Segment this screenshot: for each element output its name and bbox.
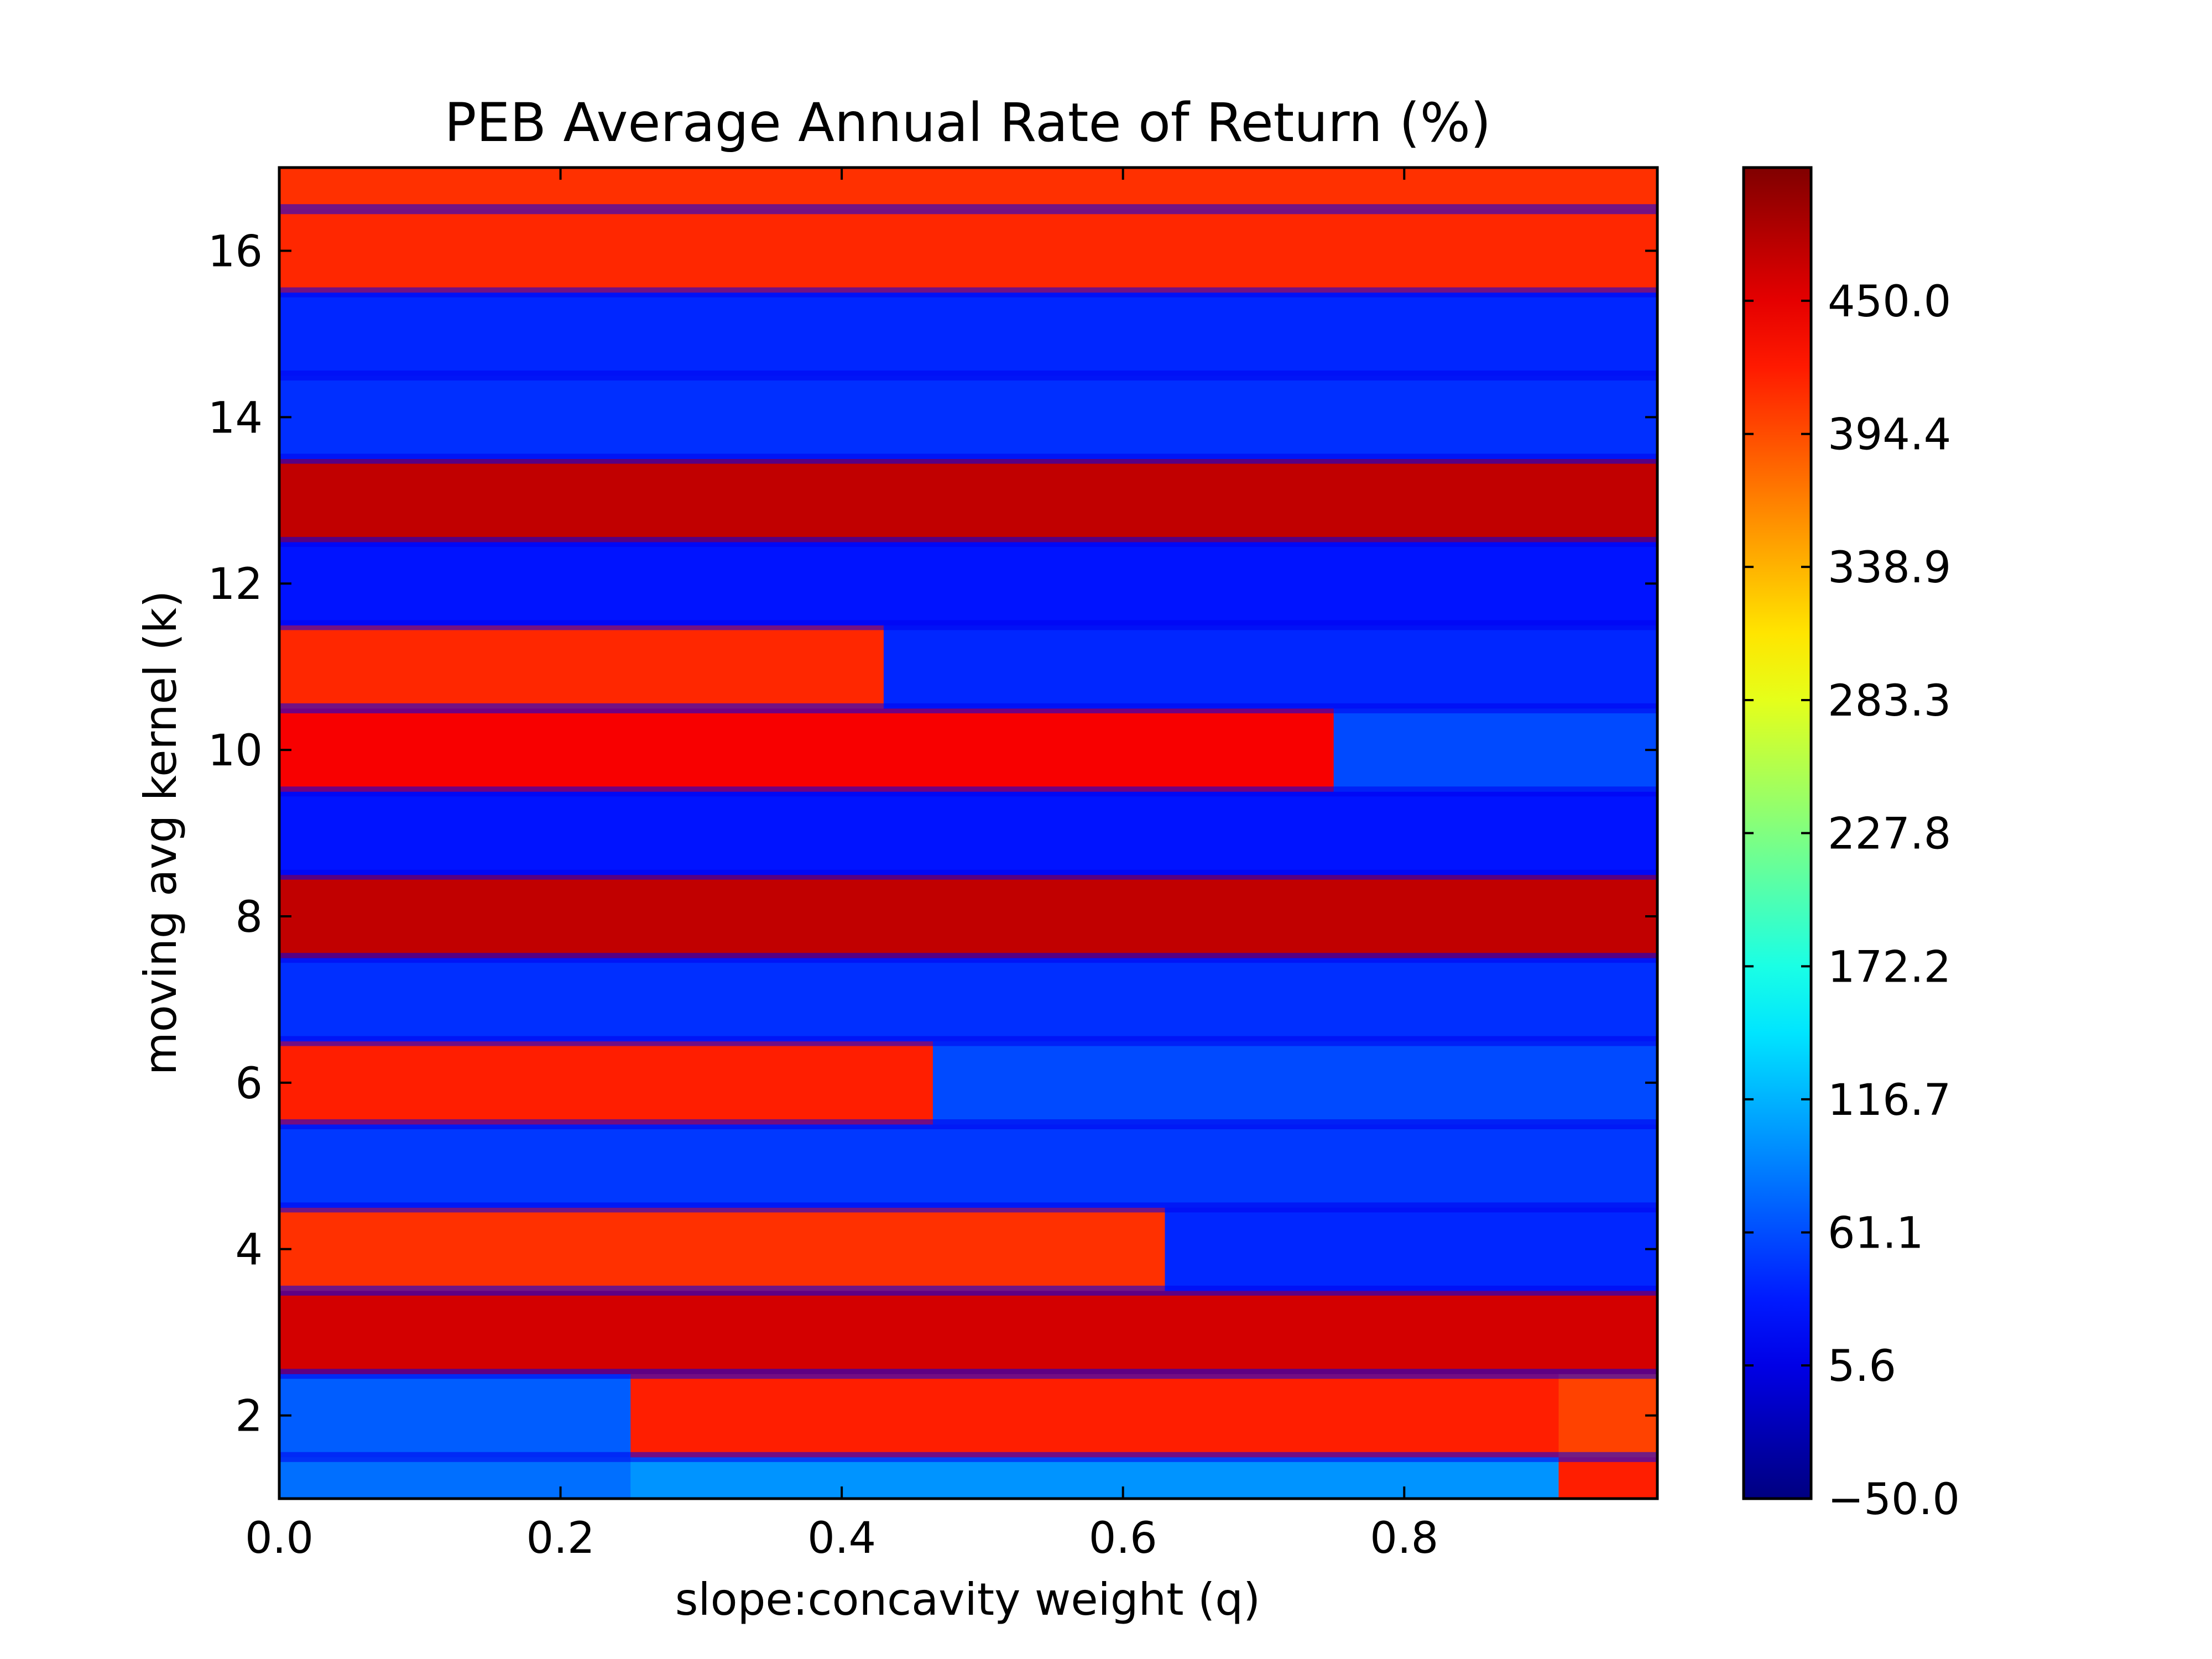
- heatmap-cell: [279, 1373, 632, 1458]
- row-separator: [279, 1036, 1657, 1046]
- colorbar-tick-label: 116.7: [1828, 1076, 1951, 1125]
- colorbar-tick-label: 283.3: [1828, 676, 1951, 726]
- heatmap-cell: [279, 458, 1657, 542]
- y-tick-label: 12: [208, 560, 263, 609]
- colorbar-tick-label: 450.0: [1828, 277, 1951, 327]
- colorbar-axis: −50.0 5.6 61.1 116.7 172.2 227.8 283.3 338.9 394…: [1744, 277, 1960, 1525]
- y-tick-label: 8: [235, 893, 263, 942]
- heatmap-cell: [279, 708, 1334, 792]
- x-axis-label: slope:concavity weight (q): [675, 1574, 1261, 1625]
- heatmap-cell: [932, 1041, 1657, 1125]
- colorbar-tick-label: 338.9: [1828, 543, 1951, 593]
- heatmap-cell: [279, 791, 1657, 875]
- colorbar: [1742, 166, 1813, 1500]
- heatmap-cell: [1165, 1207, 1657, 1291]
- heatmap-cell: [279, 1207, 1166, 1291]
- y-tick-label: 4: [235, 1225, 263, 1275]
- chart-title: PEB Average Annual Rate of Return (%): [445, 92, 1491, 154]
- heatmap-cell: [883, 624, 1657, 709]
- x-tick-label: 0.0: [245, 1514, 314, 1563]
- colorbar-tick-label: 172.2: [1828, 942, 1951, 992]
- y-axis-label: moving avg kernel (k): [135, 591, 186, 1075]
- plot-frame: [278, 166, 1659, 1500]
- colorbar-tick-label: 394.4: [1828, 410, 1951, 460]
- y-tick-label: 2: [235, 1392, 263, 1442]
- row-separator: [279, 287, 1657, 298]
- row-separator: [279, 953, 1657, 963]
- y-tick-label: 6: [235, 1059, 263, 1109]
- heatmap-cell: [1333, 708, 1657, 792]
- y-tick-label: 14: [208, 393, 263, 443]
- heatmap-cell: [279, 957, 1657, 1042]
- heatmap-cell: [279, 208, 1657, 293]
- x-tick-label: 0.4: [807, 1514, 876, 1563]
- heatmap-cell: [630, 1373, 1559, 1458]
- heatmap-cell: [279, 1124, 1657, 1208]
- row-separator: [279, 1202, 1657, 1213]
- colorbar-tick-label: 61.1: [1828, 1209, 1924, 1259]
- row-separator: [279, 1119, 1657, 1130]
- colorbar-tick-label: −50.0: [1828, 1475, 1960, 1525]
- x-tick-label: 0.6: [1089, 1514, 1157, 1563]
- row-separator: [279, 620, 1657, 630]
- heatmap-cell: [1558, 1457, 1657, 1499]
- heatmap-cell: [279, 1457, 632, 1499]
- colorbar-tick-label: 5.6: [1828, 1342, 1896, 1391]
- row-separator: [279, 204, 1657, 215]
- heatmap-cell: [279, 168, 1657, 210]
- heatmap-cell: [279, 292, 1657, 376]
- heatmap-cell: [279, 1041, 933, 1125]
- row-separator: [279, 1285, 1657, 1296]
- x-tick-label: 0.2: [526, 1514, 595, 1563]
- row-separator: [279, 869, 1657, 880]
- heatmap-cell: [279, 624, 884, 709]
- y-axis: 2 4 6 8 10 12 14 16: [208, 227, 1657, 1442]
- row-separator: [279, 703, 1657, 713]
- row-separator: [279, 1369, 1657, 1379]
- heatmap-cell: [279, 874, 1657, 958]
- row-separator: [279, 371, 1657, 381]
- heatmap-cell: [279, 375, 1657, 460]
- row-separator: [279, 536, 1657, 547]
- heatmap-cell: [630, 1457, 1559, 1499]
- heatmap-cell: [279, 541, 1657, 625]
- row-separator: [279, 786, 1657, 797]
- row-separator: [279, 453, 1657, 464]
- x-tick-label: 0.8: [1370, 1514, 1438, 1563]
- y-tick-label: 16: [208, 227, 263, 276]
- x-axis: 0.0 0.2 0.4 0.6 0.8: [245, 168, 1438, 1563]
- heatmap-cell: [1558, 1373, 1657, 1458]
- heatmap-plot: [279, 168, 1657, 1499]
- heatmap-cell: [279, 1290, 1657, 1374]
- row-separator: [279, 1452, 1657, 1462]
- y-tick-label: 10: [208, 726, 263, 776]
- colorbar-tick-label: 227.8: [1828, 810, 1951, 859]
